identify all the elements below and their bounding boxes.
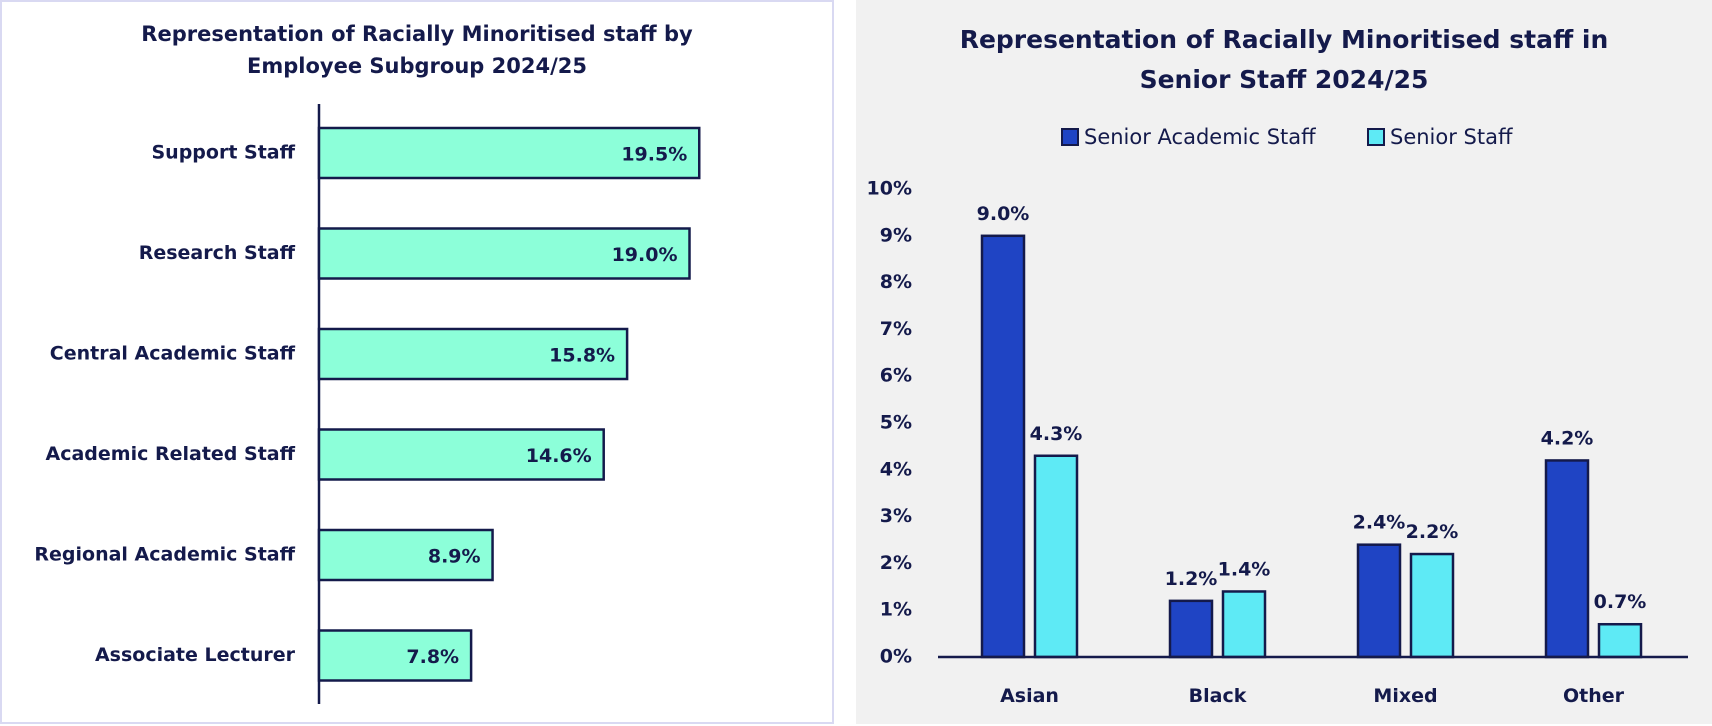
bar bbox=[1409, 552, 1455, 659]
category-label: Associate Lecturer bbox=[95, 644, 296, 666]
category-label: Other bbox=[1563, 685, 1625, 707]
data-label: 9.0% bbox=[977, 203, 1030, 225]
legend-label: Senior Academic Staff bbox=[1084, 125, 1316, 149]
y-tick-label: 2% bbox=[880, 552, 912, 574]
y-tick-label: 7% bbox=[880, 318, 912, 340]
bar bbox=[1597, 622, 1643, 659]
category-label: Academic Related Staff bbox=[46, 443, 296, 465]
category-label: Research Staff bbox=[139, 242, 296, 264]
category-label: Support Staff bbox=[151, 142, 295, 164]
left-chart-svg: Support Staff 19.5% Research Staff 19.0% Cen… bbox=[34, 104, 701, 704]
category-label: Central Academic Staff bbox=[50, 343, 296, 365]
category-label: Regional Academic Staff bbox=[34, 544, 295, 566]
y-tick-label: 1% bbox=[880, 599, 912, 621]
bar bbox=[1168, 599, 1214, 659]
data-label: 8.9% bbox=[428, 546, 481, 568]
data-label: 1.2% bbox=[1165, 568, 1218, 590]
right-chart-title: Representation of Racially Minoritised s… bbox=[959, 25, 1609, 94]
legend-label: Senior Staff bbox=[1390, 125, 1513, 149]
data-label: 2.2% bbox=[1406, 521, 1459, 543]
y-tick-label: 4% bbox=[880, 458, 912, 480]
data-label: 7.8% bbox=[406, 646, 459, 668]
y-tick-label: 9% bbox=[880, 224, 912, 246]
data-label: 14.6% bbox=[526, 445, 592, 467]
bar bbox=[317, 126, 701, 180]
legend-swatch bbox=[1367, 128, 1385, 146]
category-label: Asian bbox=[1000, 685, 1059, 707]
y-tick-label: 10% bbox=[867, 178, 912, 200]
y-tick-label: 3% bbox=[880, 505, 912, 527]
data-label: 4.2% bbox=[1541, 427, 1594, 449]
data-label: 2.4% bbox=[1353, 512, 1406, 534]
data-label: 15.8% bbox=[549, 345, 615, 367]
bar bbox=[317, 327, 629, 381]
bar bbox=[980, 234, 1026, 659]
y-tick-label: 5% bbox=[880, 412, 912, 434]
y-tick-label: 6% bbox=[880, 365, 912, 387]
left-chart-title: Representation of Racially Minoritised s… bbox=[141, 22, 693, 78]
data-label: 0.7% bbox=[1594, 591, 1647, 613]
bar bbox=[1544, 459, 1590, 659]
right-chart-panel: Representation of Racially Minoritised s… bbox=[856, 0, 1712, 724]
left-chart-panel: Representation of Racially Minoritised s… bbox=[0, 0, 834, 724]
category-label: Mixed bbox=[1373, 685, 1437, 707]
bar bbox=[317, 629, 473, 682]
bar bbox=[317, 227, 691, 280]
y-tick-label: 0% bbox=[880, 646, 912, 668]
right-chart-svg: 0% 1% 2% 3% 4% 5% 6% 7% 8% 9% 10% 9.0% 4.3% Asian 1.2%… bbox=[867, 125, 1688, 707]
data-label: 4.3% bbox=[1030, 423, 1083, 445]
legend-swatch bbox=[1061, 128, 1079, 146]
data-label: 1.4% bbox=[1218, 558, 1271, 580]
bar bbox=[317, 428, 605, 481]
category-label: Black bbox=[1189, 685, 1247, 707]
data-label: 19.5% bbox=[621, 144, 687, 166]
bar bbox=[317, 528, 494, 582]
bar bbox=[1221, 590, 1267, 659]
bar bbox=[1033, 454, 1079, 659]
bar bbox=[1356, 543, 1402, 659]
data-label: 19.0% bbox=[612, 244, 678, 266]
y-tick-label: 8% bbox=[880, 271, 912, 293]
